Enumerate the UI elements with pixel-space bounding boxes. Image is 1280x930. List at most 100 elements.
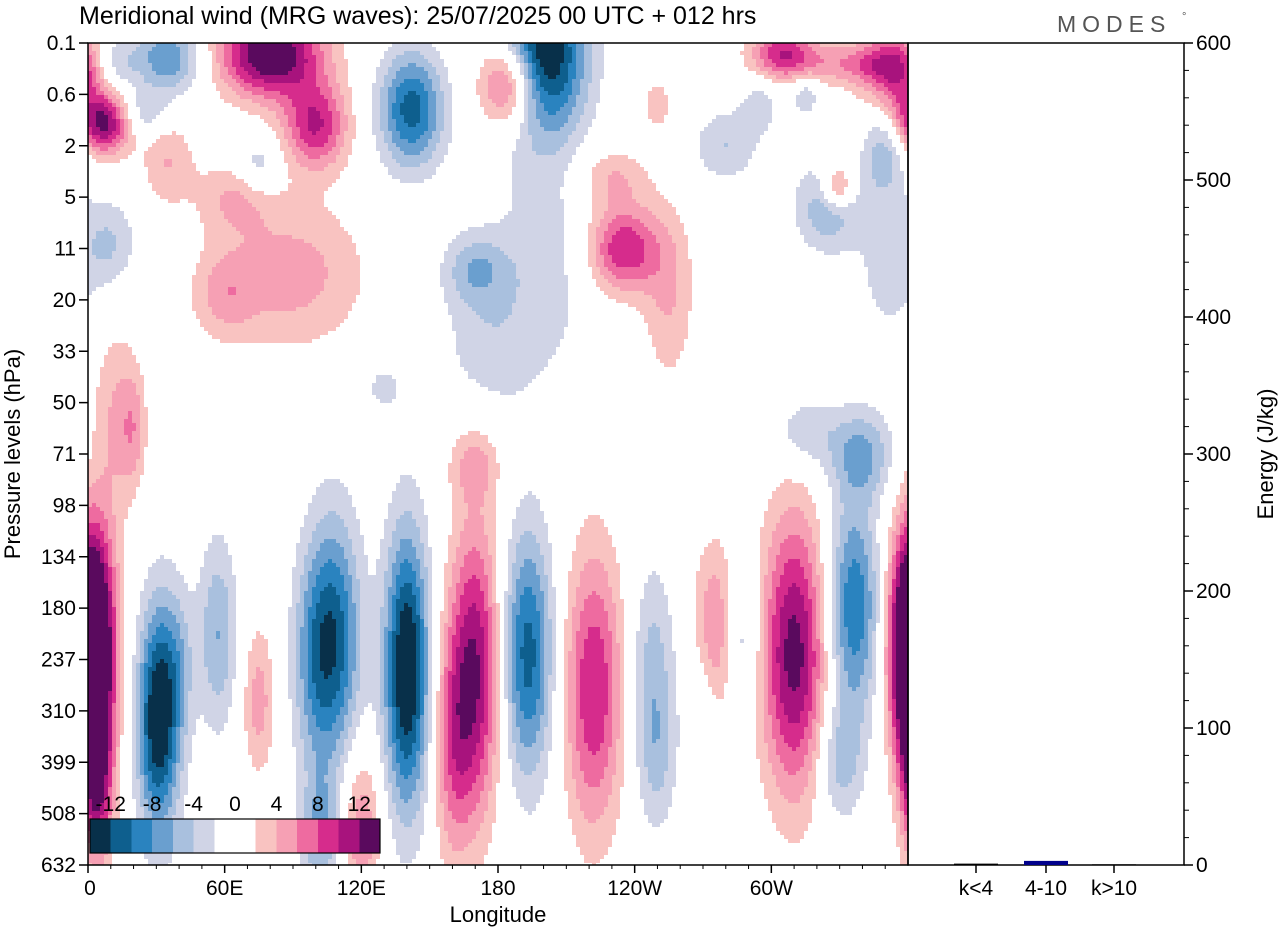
- heatmap-cell: [256, 163, 264, 167]
- heatmap-cell: [192, 283, 208, 287]
- heatmap-cell: [116, 635, 120, 639]
- heatmap-cell: [824, 251, 840, 255]
- heatmap-cell: [220, 67, 228, 71]
- heatmap-cell: [516, 299, 568, 303]
- heatmap-cell: [892, 599, 896, 603]
- heatmap-cell: [284, 131, 292, 135]
- heatmap-cell: [100, 87, 108, 91]
- heatmap-cell: [696, 635, 704, 639]
- heatmap-cell: [88, 255, 96, 259]
- heatmap-cell: [184, 75, 196, 79]
- heatmap-cell: [372, 115, 380, 119]
- heatmap-cell: [536, 535, 548, 539]
- heatmap-cell: [348, 531, 360, 535]
- heatmap-cell: [872, 171, 892, 175]
- heatmap-cell: [544, 71, 560, 75]
- heatmap-cell: [896, 539, 900, 543]
- heatmap-cell: [96, 387, 116, 391]
- heatmap-cell: [872, 603, 876, 607]
- heatmap-cell: [832, 583, 836, 587]
- heatmap-cell: [608, 203, 640, 207]
- heatmap-cell: [348, 595, 352, 599]
- heatmap-cell: [772, 667, 780, 671]
- heatmap-cell: [588, 235, 596, 239]
- heatmap-cell: [352, 543, 364, 547]
- heatmap-cell: [304, 591, 312, 595]
- heatmap-cell: [528, 51, 532, 55]
- heatmap-cell: [424, 87, 432, 91]
- heatmap-cell: [640, 599, 668, 603]
- heatmap-cell: [904, 147, 908, 151]
- heatmap-cell: [104, 571, 108, 575]
- heatmap-cell: [888, 555, 892, 559]
- heatmap-cell: [892, 635, 896, 639]
- heatmap-cell: [564, 691, 568, 695]
- heatmap-cell: [484, 59, 504, 63]
- heatmap-cell: [320, 631, 336, 635]
- heatmap-cell: [376, 79, 384, 83]
- heatmap-cell: [204, 327, 336, 331]
- heatmap-cell: [208, 47, 216, 51]
- heatmap-cell: [360, 607, 380, 611]
- heatmap-cell: [108, 555, 112, 559]
- heatmap-cell: [512, 659, 516, 663]
- heatmap-cell: [424, 691, 428, 695]
- heatmap-cell: [380, 623, 388, 627]
- heatmap-cell: [868, 643, 872, 647]
- heatmap-cell: [864, 583, 868, 587]
- heatmap-cell: [588, 627, 600, 631]
- heatmap-cell: [140, 683, 144, 687]
- heatmap-cell: [508, 647, 512, 651]
- heatmap-cell: [144, 79, 180, 83]
- heatmap-cell: [460, 531, 484, 535]
- heatmap-cell: [436, 115, 444, 119]
- heatmap-cell: [676, 243, 688, 247]
- heatmap-cell: [492, 607, 496, 611]
- heatmap-cell: [568, 603, 576, 607]
- heatmap-cell: [596, 235, 604, 239]
- heatmap-cell: [540, 95, 568, 99]
- heatmap-cell: [492, 583, 496, 587]
- heatmap-cell: [508, 671, 512, 675]
- heatmap-cell: [644, 223, 664, 227]
- heatmap-cell: [284, 111, 296, 115]
- heatmap-cell: [180, 631, 188, 635]
- heatmap-cell: [212, 307, 296, 311]
- heatmap-cell: [468, 267, 492, 271]
- heatmap-cell: [392, 627, 396, 631]
- heatmap-cell: [872, 287, 908, 291]
- heatmap-cell: [524, 663, 536, 667]
- heatmap-cell: [608, 619, 616, 623]
- heatmap-cell: [784, 603, 804, 607]
- heatmap-cell: [804, 567, 812, 571]
- heatmap-cell: [376, 563, 388, 567]
- heatmap-cell: [460, 579, 468, 583]
- heatmap-cell: [288, 615, 296, 619]
- heatmap-cell: [188, 643, 204, 647]
- heatmap-cell: [768, 615, 772, 619]
- heatmap-cell: [316, 75, 328, 79]
- heatmap-cell: [380, 107, 388, 111]
- heatmap-cell: [520, 571, 536, 575]
- heatmap-cell: [872, 647, 876, 651]
- heatmap-cell: [252, 647, 268, 651]
- heatmap-cell: [140, 455, 144, 459]
- heatmap-cell: [348, 619, 356, 623]
- heatmap-cell: [220, 75, 232, 79]
- heatmap-cell: [444, 639, 448, 643]
- heatmap-cell: [88, 235, 96, 239]
- heatmap-cell: [568, 587, 576, 591]
- heatmap-cell: [800, 591, 808, 595]
- heatmap-cell: [768, 663, 772, 667]
- heatmap-cell: [128, 123, 132, 127]
- heatmap-cell: [904, 119, 908, 123]
- heatmap-cell: [428, 99, 436, 103]
- heatmap-cell: [568, 595, 576, 599]
- heatmap-cell: [444, 115, 452, 119]
- heatmap-cell: [232, 55, 240, 59]
- heatmap-cell: [768, 647, 772, 651]
- heatmap-cell: [340, 87, 352, 91]
- heatmap-cell: [884, 687, 888, 691]
- heatmap-cell: [108, 547, 112, 551]
- heatmap-cell: [760, 55, 768, 59]
